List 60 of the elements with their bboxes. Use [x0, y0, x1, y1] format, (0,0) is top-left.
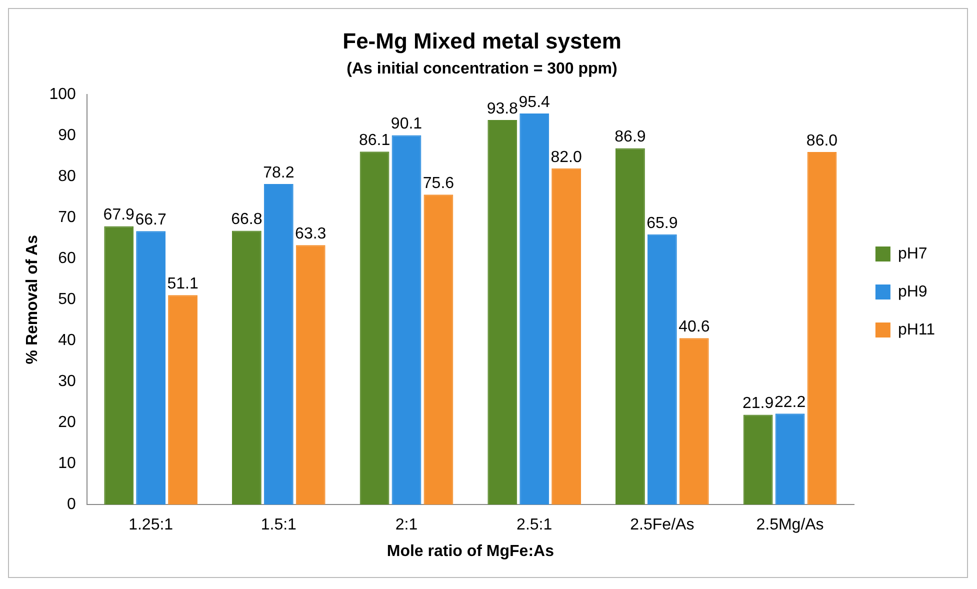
bar: [136, 231, 166, 505]
data-label: 40.6: [678, 318, 710, 336]
bar: [488, 120, 518, 505]
y-tick-label: 40: [58, 332, 76, 350]
bar: [264, 184, 294, 505]
x-tick-label: 2.5:1: [516, 516, 552, 534]
legend-label: pH11: [898, 321, 936, 338]
data-label: 22.2: [774, 394, 806, 411]
bar: [104, 226, 134, 505]
bar: [392, 135, 422, 505]
y-tick-label: 60: [58, 250, 76, 268]
y-tick-label: 70: [58, 209, 76, 226]
data-label: 86.0: [806, 132, 838, 150]
bar: [520, 113, 550, 505]
x-tick-label: 1.5:1: [260, 516, 297, 534]
bar: [232, 230, 262, 505]
data-label: 93.8: [486, 100, 518, 118]
data-label: 75.6: [422, 175, 454, 192]
legend-label: pH7: [898, 245, 928, 262]
chart-subtitle: (As initial concentration = 300 ppm): [346, 60, 618, 78]
data-label: 63.3: [295, 225, 326, 242]
bar: [647, 234, 677, 505]
data-label: 51.1: [167, 275, 198, 292]
x-tick-label: 2.5Mg/As: [756, 516, 824, 534]
y-tick-label: 50: [58, 291, 76, 308]
data-label: 90.1: [390, 116, 422, 133]
y-tick-label: 10: [58, 455, 76, 472]
data-label: 86.9: [614, 128, 646, 146]
y-tick-label: 90: [58, 127, 76, 144]
y-tick-label: 20: [58, 414, 76, 432]
bar: [360, 152, 390, 505]
x-tick-label: 1.25:1: [128, 516, 174, 534]
data-label: 66.7: [135, 212, 166, 229]
y-tick-label: 100: [49, 86, 76, 104]
y-tick-label: 30: [58, 373, 76, 390]
data-label: 21.9: [742, 395, 774, 412]
bar: [807, 152, 837, 505]
chart-title: Fe-Mg Mixed metal system: [342, 28, 622, 54]
bar: [296, 245, 326, 505]
x-axis-title: Mole ratio of MgFe:As: [386, 542, 554, 560]
data-label: 82.0: [550, 148, 582, 166]
data-label: 65.9: [646, 214, 678, 232]
bar: [552, 168, 581, 505]
y-axis-title: % Removal of As: [24, 234, 42, 364]
bar: [775, 414, 805, 505]
x-tick-label: 2.5Fe/As: [630, 516, 694, 534]
bar: [743, 414, 773, 505]
y-tick-label: 80: [58, 168, 76, 186]
data-label: 66.8: [231, 211, 262, 228]
data-label: 78.2: [263, 164, 294, 182]
x-tick-label: 2:1: [395, 516, 418, 534]
data-label: 95.4: [518, 94, 550, 111]
bar: [168, 295, 198, 505]
data-label: 86.1: [358, 132, 390, 149]
bar: [616, 148, 645, 505]
y-tick-label: 0: [66, 496, 76, 514]
bar: [679, 338, 709, 505]
bar: [424, 194, 454, 505]
legend-label: pH9: [898, 283, 928, 300]
data-label: 67.9: [103, 206, 135, 224]
